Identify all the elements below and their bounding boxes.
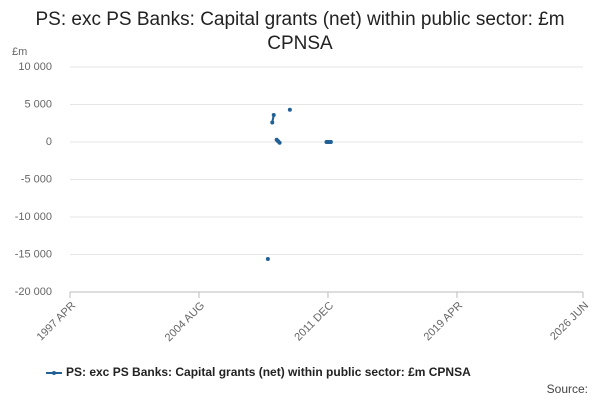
chart-title: PS: exc PS Banks: Capital grants (net) w… bbox=[35, 9, 565, 54]
x-tick-label: 2004 AUG bbox=[163, 300, 207, 344]
data-point bbox=[328, 140, 333, 144]
y-tick-label: -10 000 bbox=[15, 211, 52, 223]
y-tick-label: -5 000 bbox=[21, 173, 52, 185]
x-tick-label: 2011 DEC bbox=[292, 300, 336, 344]
y-tick-label: 0 bbox=[46, 136, 52, 148]
data-point bbox=[265, 257, 270, 261]
legend-label: PS: exc PS Banks: Capital grants (net) w… bbox=[66, 365, 471, 379]
x-tick-label: 2019 APR bbox=[422, 300, 466, 344]
x-tick-label: 2026 JUN bbox=[548, 300, 591, 343]
y-axis-label: £m bbox=[12, 46, 27, 58]
data-point bbox=[270, 120, 275, 125]
legend-marker bbox=[52, 371, 56, 375]
y-tick-label: 5 000 bbox=[24, 98, 52, 110]
y-tick-label: -20 000 bbox=[15, 286, 52, 298]
y-tick-label: -15 000 bbox=[15, 248, 52, 260]
x-tick-label: 1997 APR bbox=[35, 300, 79, 344]
data-point bbox=[271, 113, 276, 117]
y-tick-label: 10 000 bbox=[18, 61, 52, 73]
source: Source: bbox=[547, 382, 588, 396]
data-point bbox=[287, 107, 292, 112]
data-point bbox=[277, 140, 282, 145]
